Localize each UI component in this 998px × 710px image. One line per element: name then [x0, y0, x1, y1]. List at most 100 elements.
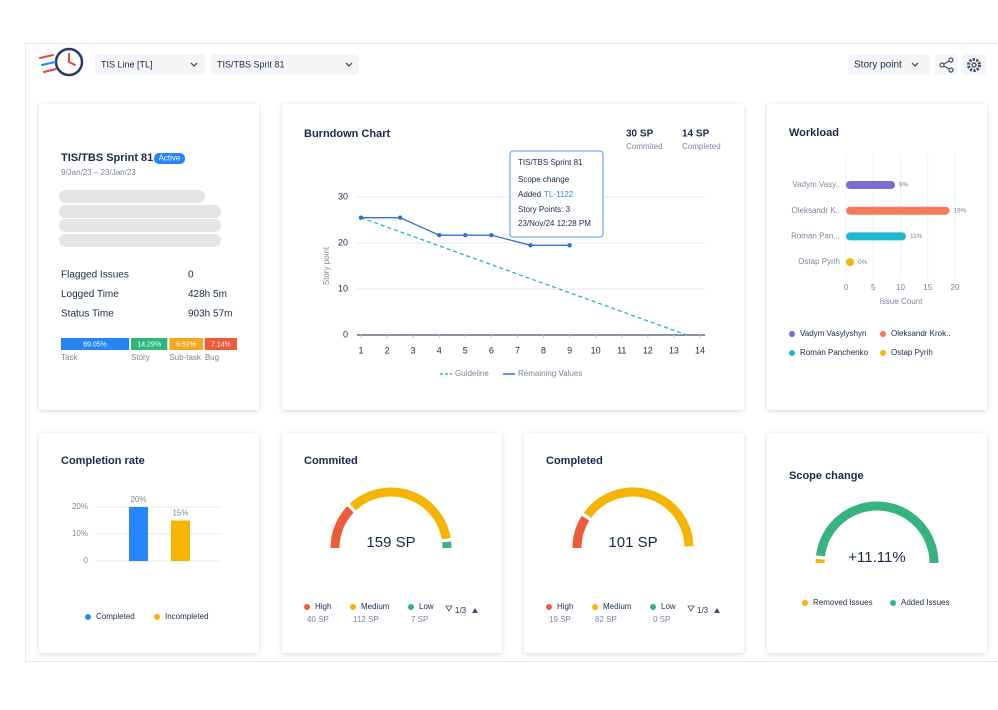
x-tick-label: 11 — [617, 345, 626, 355]
type-segment — [61, 338, 130, 350]
x-tick-label: 13 — [669, 345, 679, 355]
pager-next[interactable] — [472, 608, 478, 613]
settings-button[interactable] — [962, 54, 986, 75]
status-text: Active — [159, 154, 181, 163]
x-tick-label: 15 — [923, 283, 932, 292]
series-point — [489, 232, 494, 238]
series-point — [358, 215, 364, 220]
gear-icon — [967, 58, 981, 72]
scope-card — [767, 433, 987, 653]
type-segment — [204, 338, 237, 350]
x-tick-label: 10 — [896, 283, 905, 292]
legend-dot — [592, 604, 598, 610]
x-tick-label: 3 — [411, 345, 416, 355]
legend-label: Ostap Pyrih — [891, 348, 933, 357]
y-tick-label: 10 — [338, 283, 348, 293]
x-tick-label: 14 — [695, 345, 705, 355]
legend-value: 40 SP — [307, 615, 329, 624]
stat-label: Flagged Issues — [61, 270, 129, 281]
legend-label: Medium — [361, 602, 390, 611]
tooltip-line: Scope change — [518, 175, 570, 184]
legend-dot — [880, 331, 886, 337]
x-tick-label: 4 — [437, 345, 442, 355]
series-point — [463, 232, 468, 238]
stat-value: 903h 57m — [188, 309, 232, 320]
legend-label: Removed Issues — [813, 598, 873, 607]
x-tick-label: 5 — [463, 345, 468, 355]
x-tick-label: 7 — [515, 345, 520, 355]
legend-dot — [350, 604, 356, 610]
sprint-select[interactable] — [211, 54, 359, 75]
person-name: Roman Pan... — [791, 232, 840, 241]
y-tick-label: 30 — [338, 191, 348, 201]
legend-label: Remaining Values — [518, 369, 582, 378]
value-label: 15% — [172, 509, 188, 518]
stat-value: 428h 5m — [188, 289, 227, 300]
legend-value: 7 SP — [411, 615, 428, 624]
legend-label: Vadym Vasylyshyn — [800, 329, 866, 338]
chevrons — [190, 62, 919, 67]
series-point — [437, 232, 442, 238]
legend-label: Completed — [96, 612, 135, 621]
series-point — [528, 243, 533, 248]
legend-value: 0 SP — [653, 615, 670, 624]
legend-label: Guideline — [455, 369, 489, 378]
person-name: Oleksandr K.. — [792, 206, 840, 215]
legend-label: High — [315, 602, 331, 611]
unit-select-label: Story point — [854, 60, 902, 71]
share-button[interactable] — [935, 54, 958, 75]
type-name: Story — [131, 353, 150, 362]
gauge-segment — [330, 506, 354, 549]
value-label: 20% — [130, 495, 146, 504]
type-label: 14.29% — [137, 341, 161, 348]
team-select[interactable] — [95, 54, 205, 75]
kpi-label: Commited — [626, 142, 662, 151]
sprint-dates: 9/Jan/23 – 23/Jan/23 — [61, 168, 136, 177]
sprint-card — [39, 104, 259, 410]
gauge-total: +11.11% — [848, 549, 905, 566]
chart-title: Burndown Chart — [304, 128, 390, 140]
legend-dot — [408, 604, 414, 610]
legend-label: Oleksandr Krok.. — [891, 329, 951, 338]
person-name: Ostap Pyrih — [798, 257, 840, 266]
type-name: Sub-task — [169, 353, 202, 362]
pager-label: 1/3 — [697, 606, 709, 615]
pager-next[interactable] — [714, 608, 720, 613]
pager-prev — [687, 605, 695, 612]
chart-title: Commited — [304, 455, 358, 467]
unit-select[interactable] — [848, 54, 930, 75]
chart-title: Completed — [546, 455, 603, 467]
stat-value: 0 — [188, 270, 194, 281]
y-tick-label: 0 — [343, 329, 348, 339]
x-tick-label: 1 — [358, 345, 363, 355]
commited-card — [282, 433, 502, 653]
legend-dot — [154, 614, 160, 620]
x-axis-label: Issue Count — [880, 297, 923, 306]
status-badge — [154, 153, 185, 164]
stat-label: Logged Time — [61, 289, 119, 300]
placeholder — [59, 205, 221, 218]
legend-dot — [880, 350, 886, 356]
tooltip-line: TIS/TBS Sprint 81 — [518, 158, 583, 167]
kpi-value: 14 SP — [682, 129, 710, 140]
legend-label: Incompleted — [165, 612, 209, 621]
y-tick-label: 0 — [84, 556, 89, 565]
series-point — [397, 215, 403, 220]
value-label: 11% — [910, 233, 923, 240]
chart-title: Completion rate — [61, 455, 145, 467]
series-point — [567, 243, 572, 248]
tooltip-line: Story Points: 3 — [518, 205, 571, 214]
x-tick-label: 12 — [643, 345, 653, 355]
placeholder — [59, 234, 221, 247]
type-label: 69.05% — [83, 341, 107, 348]
person-name: Vadym Vasy.. — [792, 180, 840, 189]
legend-value: 82 SP — [595, 615, 617, 624]
type-label: 9.52% — [176, 341, 196, 348]
gauge-segment — [349, 487, 451, 540]
type-segment — [169, 338, 203, 350]
x-tick-label: 8 — [541, 345, 546, 355]
value-label: 9% — [899, 182, 909, 189]
legend-dot — [789, 331, 795, 337]
workload-card — [767, 104, 987, 410]
legend-label: Low — [419, 602, 434, 611]
